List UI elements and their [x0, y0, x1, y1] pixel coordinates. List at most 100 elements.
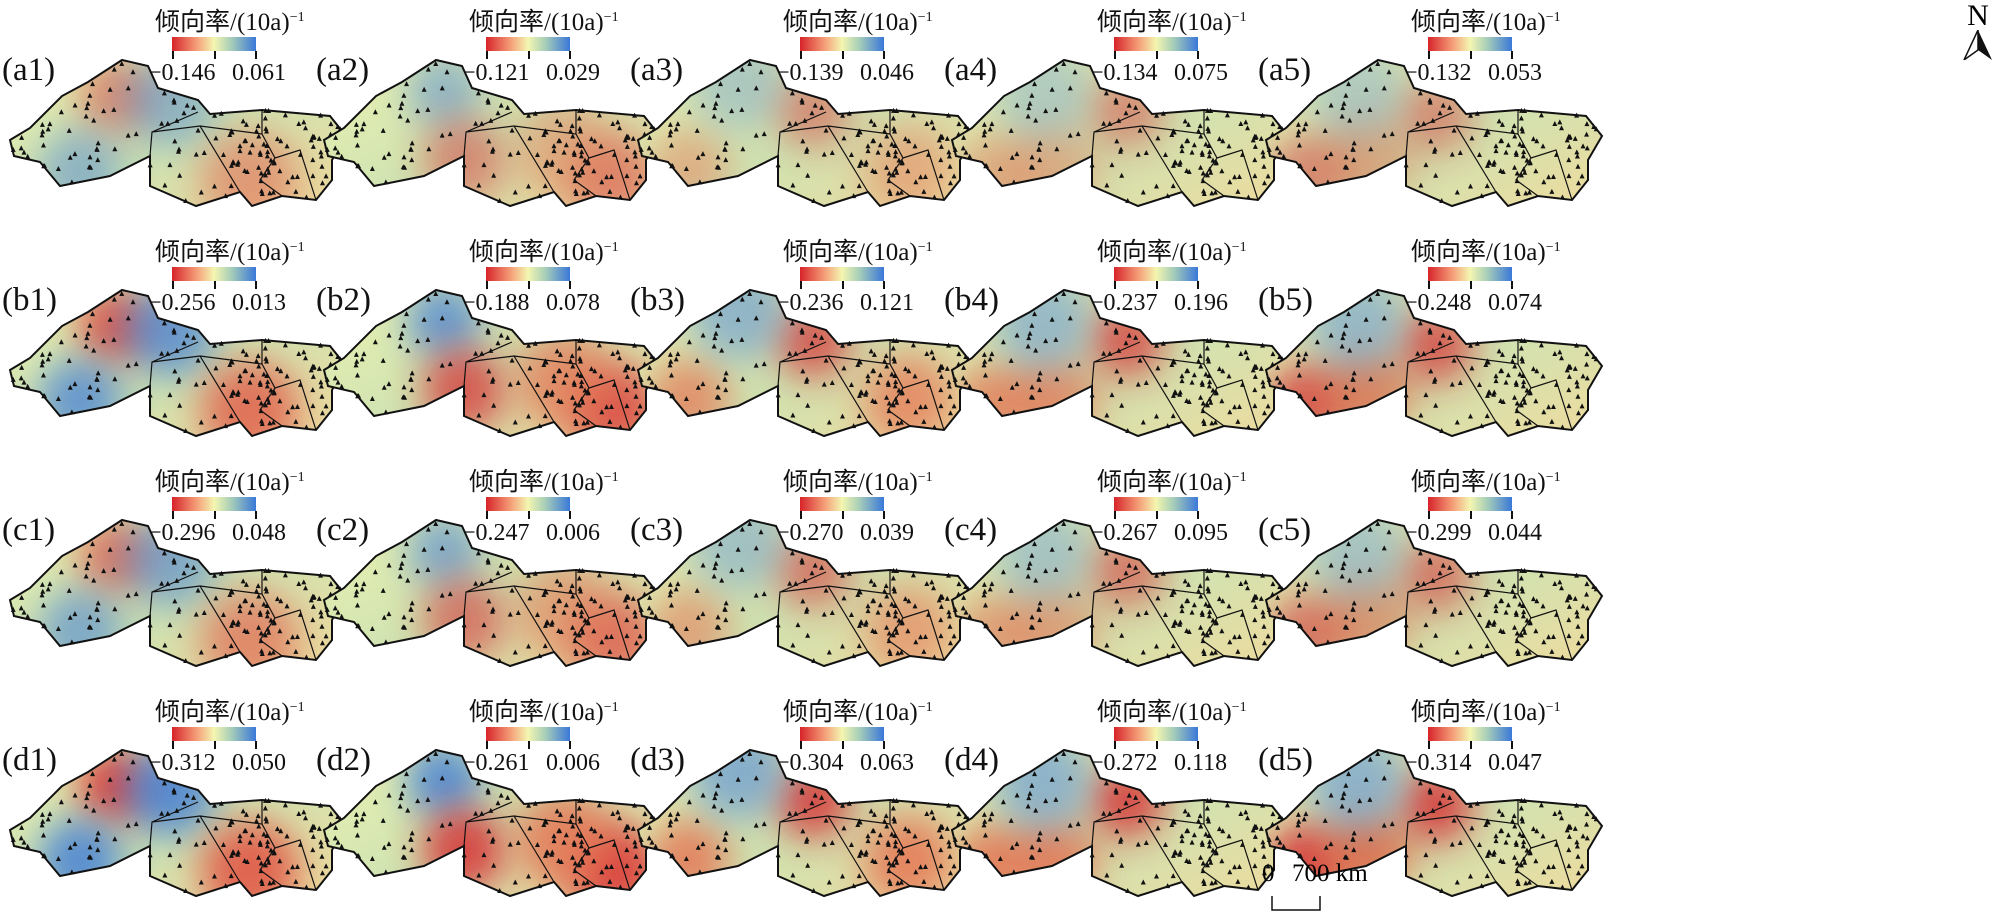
station-marker: [800, 138, 806, 144]
station-marker: [841, 595, 847, 601]
station-marker: [1160, 110, 1166, 116]
station-marker: [1534, 138, 1540, 144]
trend-map: [636, 58, 976, 208]
station-marker: [642, 811, 648, 817]
station-marker: [258, 400, 264, 406]
station-marker: [486, 368, 492, 374]
station-marker: [353, 811, 359, 817]
station-marker: [1210, 157, 1216, 163]
station-marker: [1575, 623, 1581, 629]
station-marker: [249, 832, 255, 838]
station-marker: [905, 628, 911, 634]
station-marker: [1530, 366, 1536, 372]
station-marker: [91, 117, 97, 123]
station-marker: [84, 105, 90, 111]
station-marker: [947, 180, 953, 186]
colorbar-tick: [1114, 51, 1116, 59]
station-marker: [938, 617, 944, 623]
panel-label: (d3): [630, 742, 685, 778]
station-marker: [107, 776, 113, 782]
station-marker: [1113, 97, 1119, 103]
station-marker: [1341, 790, 1347, 796]
station-marker: [1184, 598, 1190, 604]
station-marker: [90, 541, 96, 547]
station-marker: [1479, 883, 1485, 889]
station-marker: [753, 592, 759, 598]
station-marker: [1514, 178, 1520, 184]
station-marker: [719, 347, 725, 353]
station-marker: [439, 362, 445, 368]
station-marker: [1154, 112, 1160, 118]
station-marker: [793, 580, 799, 586]
station-marker: [646, 605, 652, 611]
station-marker: [69, 409, 75, 415]
station-marker: [982, 832, 988, 838]
colorbar-tick: [1470, 51, 1472, 59]
station-marker: [1526, 419, 1532, 425]
colorbar-title: 倾向率/(10a)−1: [1097, 699, 1247, 726]
station-marker: [1170, 392, 1176, 398]
station-marker: [1421, 580, 1427, 586]
station-marker: [637, 173, 643, 179]
station-marker: [171, 97, 177, 103]
station-marker: [335, 609, 341, 615]
station-marker: [715, 154, 721, 160]
station-marker: [72, 841, 78, 847]
station-marker: [902, 136, 908, 142]
colorbar-title: 倾向率/(10a)−1: [469, 469, 619, 496]
station-marker: [265, 839, 271, 845]
station-marker: [800, 368, 806, 374]
station-marker: [1089, 622, 1095, 628]
station-marker: [1245, 125, 1251, 131]
colorbar-tick: [1511, 51, 1513, 59]
station-marker: [715, 92, 721, 98]
station-marker: [653, 153, 659, 159]
station-marker: [1340, 565, 1346, 571]
station-marker: [1427, 327, 1433, 333]
colorbar-min: −0.236: [776, 290, 844, 316]
station-marker: [1484, 852, 1490, 858]
station-marker: [989, 121, 995, 127]
station-marker: [1072, 69, 1078, 75]
station-marker: [637, 633, 643, 639]
station-marker: [310, 387, 316, 393]
station-marker: [267, 650, 273, 656]
station-marker: [723, 600, 729, 606]
station-marker: [257, 839, 263, 845]
station-marker: [1027, 560, 1033, 566]
station-marker: [383, 409, 389, 415]
station-marker: [567, 358, 573, 364]
station-marker: [1032, 311, 1038, 317]
station-marker: [1433, 402, 1439, 408]
station-marker: [249, 602, 255, 608]
station-marker: [877, 832, 883, 838]
station-marker: [318, 843, 324, 849]
station-marker: [931, 884, 937, 890]
station-marker: [1043, 568, 1049, 574]
station-marker: [1179, 143, 1185, 149]
station-marker: [1476, 381, 1482, 387]
station-marker: [1104, 872, 1110, 878]
colorbar-max: 0.029: [546, 60, 600, 86]
station-marker: [1428, 368, 1434, 374]
station-marker: [1509, 588, 1515, 594]
station-marker: [1206, 383, 1212, 389]
station-marker: [1216, 136, 1222, 142]
station-marker: [863, 621, 869, 627]
stations: [324, 290, 657, 433]
station-marker: [646, 835, 652, 841]
station-marker: [491, 402, 497, 408]
station-marker: [981, 121, 987, 127]
station-marker: [554, 118, 560, 124]
station-marker: [885, 151, 891, 157]
station-marker: [1467, 413, 1473, 419]
station-marker: [1053, 296, 1059, 302]
station-marker: [1301, 356, 1307, 362]
station-marker: [1029, 322, 1035, 328]
station-marker: [1498, 598, 1504, 604]
station-marker: [1026, 335, 1032, 341]
station-marker: [922, 173, 928, 179]
station-marker: [1137, 127, 1143, 133]
station-marker: [821, 381, 827, 387]
station-marker: [244, 168, 250, 174]
